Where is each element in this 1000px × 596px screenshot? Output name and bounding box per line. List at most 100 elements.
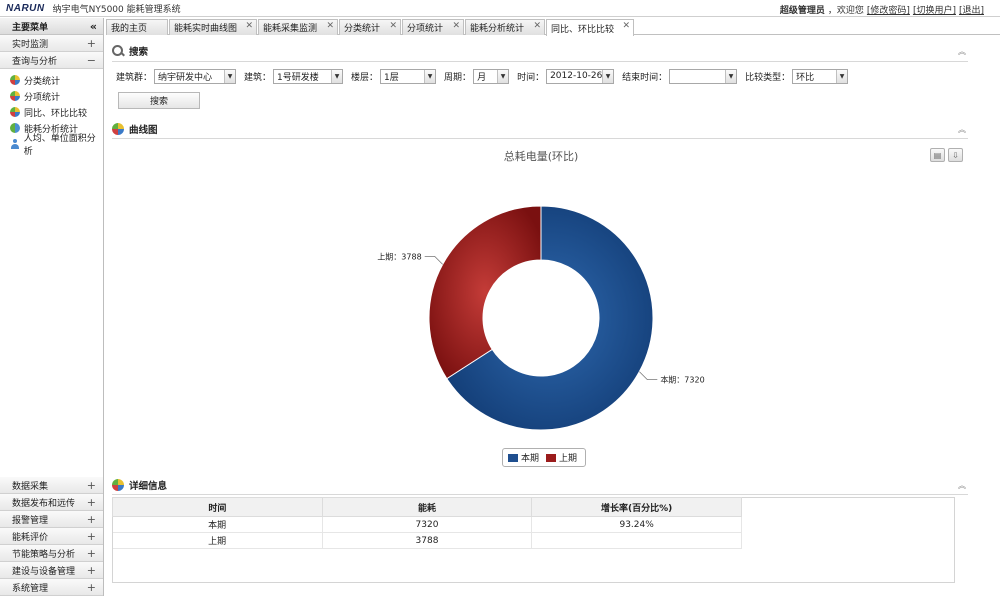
tab-category-stats[interactable]: 分类统计 ✕ [339,19,401,35]
close-icon[interactable]: ✕ [533,21,541,31]
sidebar-item-label: 能耗分析统计 [24,124,79,135]
tab-home[interactable]: 我的主页 [106,19,168,35]
label-leader-line [639,371,658,381]
person-icon [10,139,20,149]
sidebar-item-yoy-mom[interactable]: 同比、环比比较 [0,104,103,120]
switch-user-link[interactable]: [切换用户] [912,6,956,16]
tab-yoy-mom[interactable]: 同比、环比比较 ✕ [546,19,634,36]
close-icon[interactable]: ✕ [389,21,397,31]
sidebar-section-system[interactable]: 系统管理 + [0,579,103,596]
time-label: 时间： [517,72,545,83]
end-time-input[interactable]: ▼ [669,68,738,84]
sidebar-section-evaluation[interactable]: 能耗评价 + [0,528,103,545]
label-leader-line [424,255,443,265]
table-row: 本期 7320 93.24% [112,516,742,533]
collapse-panel-icon[interactable]: ︽ [958,46,966,56]
expand-icon: + [86,563,96,577]
chevron-down-icon: ▼ [424,69,436,83]
chart-panel-title: 曲线图 [129,125,158,136]
table-cell: 7320 [322,516,533,533]
chart-title: 总耗电量(环比) [503,150,579,163]
close-icon[interactable]: ✕ [452,21,460,31]
pie-ball-icon [10,91,20,101]
tab-subitem-stats[interactable]: 分项统计 ✕ [402,19,464,35]
search-button[interactable]: 搜索 [118,92,200,109]
legend-swatch [546,453,557,462]
legend-item-current[interactable]: 本期 [508,451,539,464]
sidebar-section-label: 数据发布和远传 [12,498,76,509]
sidebar-item-per-capita[interactable]: 人均、单位面积分析 [0,134,103,157]
system-name: 纳宇电气NY5000 能耗管理系统 [52,4,181,15]
tab-label: 分类统计 [344,24,381,34]
time-input[interactable]: 2012-10-26 ▼ [546,68,615,84]
input-value: 2012-10-26 [550,71,603,81]
collapse-panel-icon[interactable]: ︽ [958,124,966,134]
download-icon[interactable]: ⇩ [948,148,963,162]
legend-swatch [508,453,518,462]
column-header[interactable]: 能耗 [321,497,533,517]
tab-bar: 我的主页 能耗实时曲线图 ✕ 能耗采集监测 ✕ 分类统计 ✕ 分项统计 ✕ 能耗分析统计… [106,19,1000,36]
sidebar-section-data-publish[interactable]: 数据发布和远传 + [0,494,103,511]
close-icon[interactable]: ✕ [245,21,253,31]
sidebar-header: 主要菜单 « [0,18,103,35]
sidebar-section-label: 建设与设备管理 [12,566,76,577]
data-label: 本期：7320 [660,375,704,385]
building-label: 建筑： [244,72,272,83]
chevron-down-icon: ▼ [331,69,343,83]
expand-icon: + [86,529,96,543]
table-header-row: 时间 能耗 增长率(百分比%) [112,497,742,517]
sidebar-section-strategy[interactable]: 节能策略与分析 + [0,545,103,562]
tab-collect-monitor[interactable]: 能耗采集监测 ✕ [258,19,338,35]
table-row: 上期 3788 [112,532,742,549]
compare-type-label: 比较类型： [745,72,791,83]
building-select[interactable]: 1号研发楼 ▼ [273,68,344,84]
change-password-link[interactable]: [修改密码] [866,6,910,16]
sidebar-section-query[interactable]: 查询与分析 − [0,52,103,69]
legend-label: 本期 [521,454,540,464]
sidebar-item-category-stats[interactable]: 分类统计 [0,72,103,88]
pie-ball-icon [10,123,20,133]
tab-realtime-curve[interactable]: 能耗实时曲线图 ✕ [169,19,257,35]
detail-panel-title: 详细信息 [129,481,168,492]
sidebar-collapse-icon[interactable]: « [89,19,97,33]
sidebar-section-label: 数据采集 [12,481,49,492]
sidebar-item-energy-analysis[interactable]: 能耗分析统计 [0,120,103,136]
expand-icon: + [86,478,96,492]
data-label: 上期：3788 [377,252,421,261]
period-select[interactable]: 月 ▼ [473,68,510,84]
chevron-down-icon: ▼ [836,69,848,83]
column-header[interactable]: 时间 [112,497,323,517]
sidebar-item-label: 分类统计 [24,76,61,87]
tab-energy-analysis[interactable]: 能耗分析统计 ✕ [465,19,545,35]
chevron-down-icon: ▼ [602,69,614,83]
donut-slice-current[interactable] [446,205,654,431]
legend-item-previous[interactable]: 上期 [546,451,577,464]
collapse-panel-icon[interactable]: ︽ [958,480,966,490]
main-content: 搜索 ︽ 建筑群： 纳宇研发中心 ▼ 建筑： 1号研发楼 ▼ 楼层： 1层 ▼ 周期：… [106,36,968,596]
table-cell: 本期 [112,516,323,533]
sidebar-item-subitem-stats[interactable]: 分项统计 [0,88,103,104]
printer-icon[interactable]: ▤ [930,148,945,162]
search-panel-title: 搜索 [129,47,149,58]
top-bar: NARUN 纳宇电气NY5000 能耗管理系统 超级管理员 ，欢迎您 [修改密码]… [0,0,1000,17]
building-group-select[interactable]: 纳宇研发中心 ▼ [154,68,237,84]
table-cell: 上期 [112,532,323,549]
sidebar-section-label: 报警管理 [12,515,49,526]
detail-table: 时间 能耗 增长率(百分比%) 本期 7320 93.24% 上期 3788 [112,497,742,549]
logout-link[interactable]: [退出] [958,6,984,16]
compare-type-select[interactable]: 环比 ▼ [792,68,849,84]
legend-label: 上期 [559,454,578,464]
expand-icon: + [86,546,96,560]
sidebar-section-equipment[interactable]: 建设与设备管理 + [0,562,103,579]
donut-slice-previous[interactable] [428,205,542,380]
sidebar-section-data-collect[interactable]: 数据采集 + [0,477,103,494]
expand-icon: + [86,580,96,594]
floor-select[interactable]: 1层 ▼ [380,68,437,84]
tab-label: 分项统计 [407,24,444,34]
sidebar-section-alarm[interactable]: 报警管理 + [0,511,103,528]
divider [112,138,968,139]
close-icon[interactable]: ✕ [326,21,334,31]
close-icon[interactable]: ✕ [622,21,630,31]
sidebar-section-realtime[interactable]: 实时监测 + [0,35,103,52]
column-header[interactable]: 增长率(百分比%) [531,497,742,517]
